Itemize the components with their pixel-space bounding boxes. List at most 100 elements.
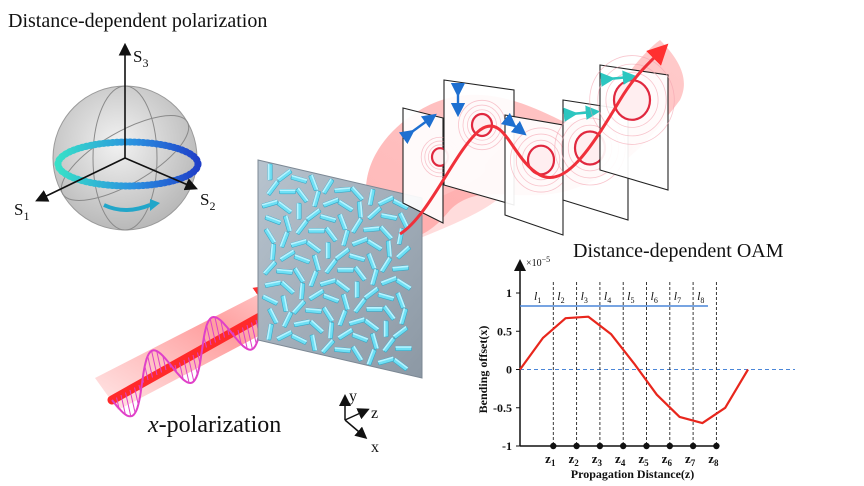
segment-label: l3 [581,289,588,305]
meta-atom-top [293,319,310,325]
meta-atom [321,178,335,195]
meta-atom-top [326,226,338,241]
wave-hatch-line [233,332,235,337]
meta-atom-top [279,249,294,260]
meta-atom [337,213,348,231]
meta-atom [293,319,311,328]
z-sub: 6 [667,458,672,468]
meta-atom [319,278,337,287]
meta-atom [366,239,383,252]
z-sub: 3 [598,458,603,468]
meta-atom [348,253,366,262]
meta-atom [263,228,277,244]
meta-atom-top [378,292,395,299]
meta-atom-top [343,293,350,310]
input-polarization-label: x-polarization [148,412,281,439]
meta-atom-top [395,346,412,348]
segment-letter: l [604,289,608,303]
sphere-great-circle [60,115,190,201]
meta-atom [322,293,340,304]
z-marker-dot [596,442,604,450]
meta-atom [327,322,335,339]
meta-atom [269,243,277,261]
segment-letter: l [627,289,631,303]
meta-atom-body [337,199,354,213]
meta-atom [321,306,335,323]
meta-atom [356,201,364,218]
segment-sub: 4 [607,296,611,305]
meta-atom [363,226,380,233]
segment-label: l1 [534,289,541,305]
meta-atom [383,320,389,338]
meta-atom [280,295,289,313]
meta-atom-top [348,317,365,324]
chart-segment-labels: l1 l2 l3 l4 l5 l6 l7 l8 [534,289,704,305]
meta-atom [279,231,290,248]
meta-atom-top [337,309,345,326]
meta-atom-body [282,311,293,328]
meta-atom-top [285,215,292,232]
meta-atom-top [281,280,295,293]
segment-letter: l [650,289,654,303]
meta-atom [392,265,409,272]
meta-atom-top [283,295,289,312]
meta-atom [264,280,282,288]
polarization-arrow-icon [563,105,601,122]
wave-hatch-line [138,384,142,393]
z-letter: z [545,451,551,466]
meta-atom [353,265,367,282]
meta-atom-top [279,189,296,191]
meta-atom [350,345,364,362]
meta-atom [324,226,338,243]
meta-atom-top [334,247,349,259]
s1-label: S1 [14,200,29,223]
z-axis-arrow [344,408,370,421]
z-marker-dot [666,442,673,450]
wave-hatch-line [125,392,132,417]
wave-hatch-line [174,364,178,373]
wave-hatch-line [144,365,149,381]
meta-atom [395,292,406,309]
wave-hatch-line [214,316,221,341]
meta-atom-top [269,307,279,323]
meta-atom [379,256,393,273]
z-sub: 4 [621,458,626,468]
meta-atom-top [292,299,304,313]
wave-hatch-line [220,320,225,338]
meta-atom [263,260,277,276]
meta-atom [353,297,367,314]
meta-atom [382,305,396,321]
rotation-arrow-head [150,199,160,211]
meta-atom [395,278,412,291]
meta-atom-top [311,174,319,191]
meta-atom-top [276,330,292,339]
segment-label: l2 [557,289,564,305]
meta-atom-top [270,243,274,260]
meta-atom [370,268,379,286]
meta-atoms [261,163,412,371]
meta-atom-body [276,169,293,183]
diffraction-ring [589,55,675,145]
meta-atom-top [308,228,325,231]
meta-atom-top [397,278,412,289]
z-marker-label: z8 [708,451,719,468]
meta-atom-top [325,242,328,259]
meta-atom-body [279,249,296,262]
wave-hatch-line [156,350,162,373]
meta-atom-top [354,281,357,298]
meta-atom-top [363,226,380,230]
meta-atom [363,286,380,300]
meta-atom-top [279,231,287,247]
meta-atom-top [341,229,348,246]
meta-atom-top [305,208,320,220]
z-marker-label: z5 [638,451,649,468]
meta-atom-top [393,198,409,208]
meta-atom-top [276,268,293,272]
chart-x-label: Propagation Distance(z) [571,467,694,481]
diffraction-ring [467,109,497,141]
meta-atom-top [294,254,311,262]
meta-atom-top [290,238,307,245]
meta-atom-top [353,345,364,361]
meta-atom [295,187,309,203]
meta-atom-top [328,322,332,339]
